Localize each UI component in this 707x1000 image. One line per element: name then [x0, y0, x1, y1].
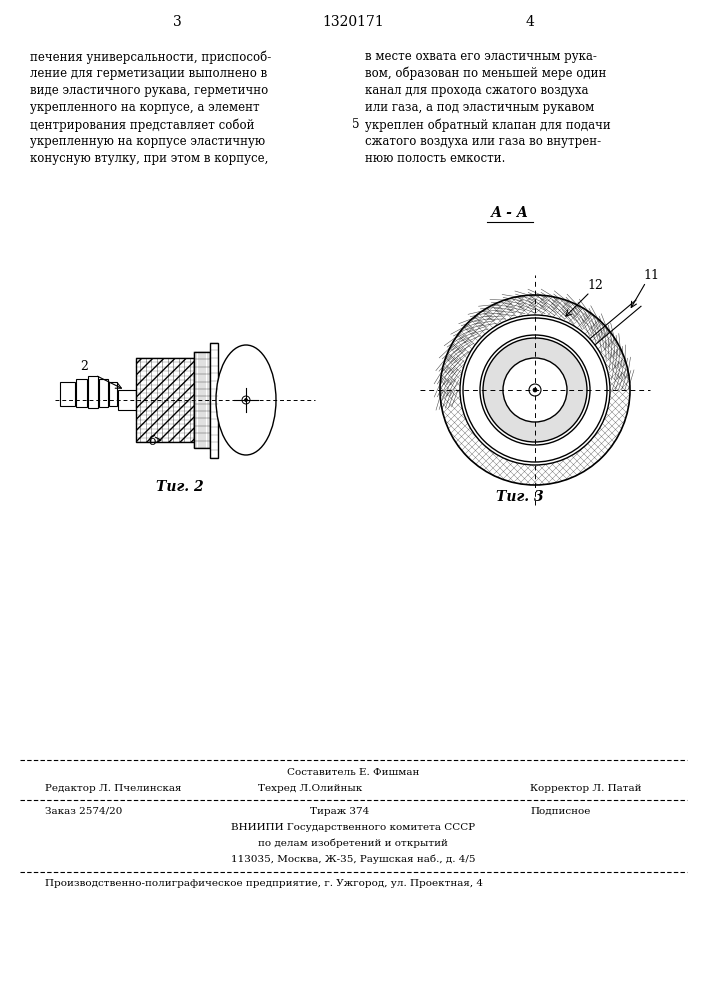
Text: Тираж 374: Тираж 374: [310, 807, 369, 816]
Text: 113035, Москва, Ж-35, Раушская наб., д. 4/5: 113035, Москва, Ж-35, Раушская наб., д. …: [230, 854, 475, 864]
Circle shape: [460, 315, 610, 465]
Circle shape: [529, 384, 541, 396]
Text: Заказ 2574/20: Заказ 2574/20: [45, 807, 122, 816]
Text: укреплен обратный клапан для подачи: укреплен обратный клапан для подачи: [365, 118, 611, 131]
Text: по делам изобретений и открытий: по делам изобретений и открытий: [258, 838, 448, 848]
Circle shape: [245, 398, 247, 401]
Bar: [118, 390, 136, 410]
Text: Составитель Е. Фишман: Составитель Е. Фишман: [287, 768, 419, 777]
Text: канал для прохода сжатого воздуха: канал для прохода сжатого воздуха: [365, 84, 588, 97]
Text: Производственно-полиграфическое предприятие, г. Ужгород, ул. Проектная, 4: Производственно-полиграфическое предприя…: [45, 879, 483, 888]
Circle shape: [242, 396, 250, 404]
Text: ВНИИПИ Государственного комитета СССР: ВНИИПИ Государственного комитета СССР: [231, 823, 475, 832]
Text: нюю полость емкости.: нюю полость емкости.: [365, 152, 506, 165]
Text: печения универсальности, приспособ-: печения универсальности, приспособ-: [30, 50, 271, 64]
Circle shape: [483, 338, 587, 442]
Text: Τиг. 3: Τиг. 3: [496, 490, 544, 504]
Text: или газа, а под эластичным рукавом: или газа, а под эластичным рукавом: [365, 101, 595, 114]
Bar: [210, 342, 218, 458]
Bar: [194, 352, 210, 448]
Text: Редактор Л. Пчелинская: Редактор Л. Пчелинская: [45, 784, 182, 793]
Text: Корректор Л. Патай: Корректор Л. Патай: [530, 784, 641, 793]
Bar: [60, 382, 75, 406]
Circle shape: [533, 388, 537, 392]
Bar: [136, 358, 194, 442]
Text: 2: 2: [80, 360, 88, 373]
Text: Техред Л.Олийнык: Техред Л.Олийнык: [258, 784, 362, 793]
Text: в месте охвата его эластичным рука-: в месте охвата его эластичным рука-: [365, 50, 597, 63]
Text: 3: 3: [173, 15, 182, 29]
Bar: [109, 382, 117, 406]
Text: конусную втулку, при этом в корпусе,: конусную втулку, при этом в корпусе,: [30, 152, 269, 165]
Text: центрирования представляет собой: центрирования представляет собой: [30, 118, 255, 131]
Text: укрепленного на корпусе, а элемент: укрепленного на корпусе, а элемент: [30, 101, 259, 114]
Text: 1320171: 1320171: [322, 15, 384, 29]
Text: 11: 11: [643, 269, 659, 282]
Bar: [99, 379, 108, 407]
Circle shape: [480, 335, 590, 445]
Text: сжатого воздуха или газа во внутрен-: сжатого воздуха или газа во внутрен-: [365, 135, 601, 148]
Circle shape: [503, 358, 567, 422]
Text: б: б: [148, 435, 156, 448]
Text: 4: 4: [525, 15, 534, 29]
Text: Τиг. 2: Τиг. 2: [156, 480, 204, 494]
Text: ление для герметизации выполнено в: ление для герметизации выполнено в: [30, 67, 267, 80]
Text: А - А: А - А: [491, 206, 529, 220]
Circle shape: [463, 318, 607, 462]
Text: вом, образован по меньшей мере один: вом, образован по меньшей мере один: [365, 67, 607, 81]
Text: укрепленную на корпусе эластичную: укрепленную на корпусе эластичную: [30, 135, 265, 148]
Circle shape: [440, 295, 630, 485]
Ellipse shape: [216, 345, 276, 455]
Text: 5: 5: [352, 118, 359, 131]
Text: 12: 12: [587, 279, 603, 292]
Text: виде эластичного рукава, герметично: виде эластичного рукава, герметично: [30, 84, 268, 97]
Text: Подписное: Подписное: [530, 807, 590, 816]
Bar: [76, 379, 87, 407]
Bar: [88, 376, 98, 408]
